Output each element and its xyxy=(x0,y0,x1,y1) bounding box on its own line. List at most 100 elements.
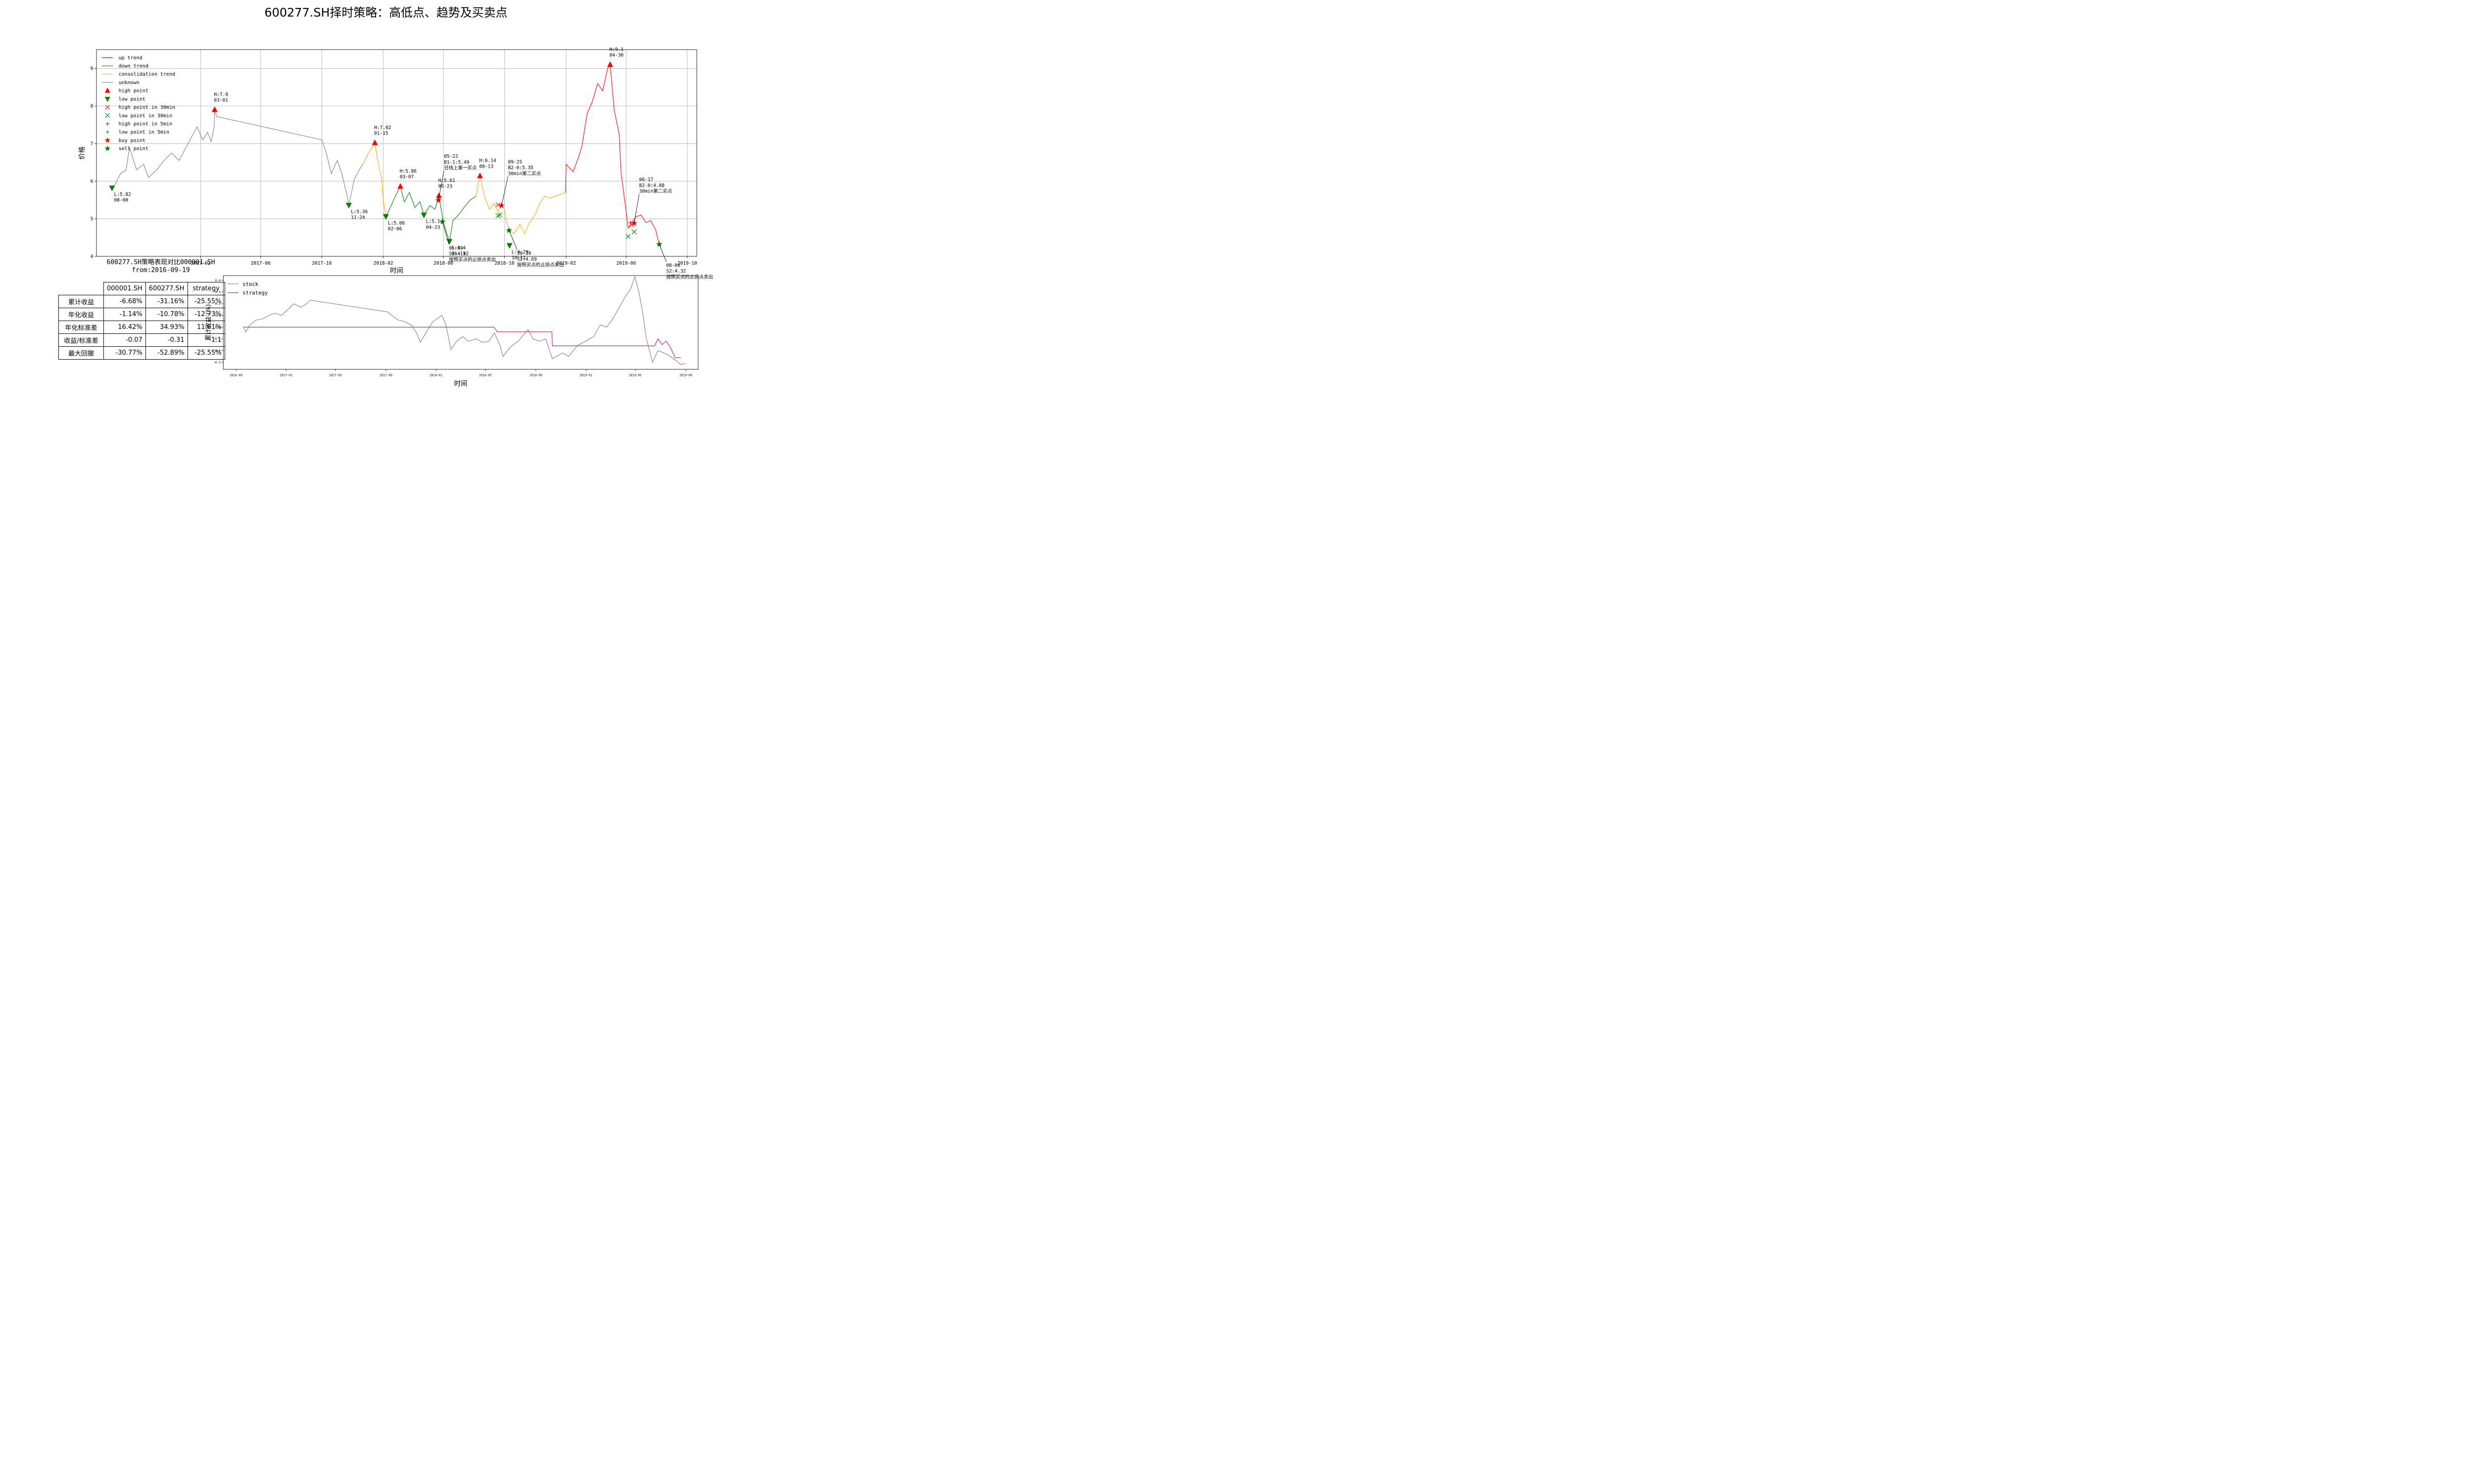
annotation-arrow xyxy=(509,230,518,250)
annotation-text: 05-30 xyxy=(449,245,463,251)
table-cell: -30.77% xyxy=(103,346,146,360)
low-point-date: 06-13 xyxy=(452,251,466,257)
tri-up-marker xyxy=(372,139,378,145)
annotation-text: 09-25 xyxy=(508,159,523,165)
low-point-label: L:4.4 xyxy=(452,245,466,251)
x-tick-label: 2017-02 xyxy=(191,261,211,266)
legend-label: low point in 30min xyxy=(119,113,173,119)
low-point-date: 08-08 xyxy=(114,198,129,203)
figure-canvas: 600277.SH择时策略：高低点、趋势及买卖点 2017-02 2017-06 2… xyxy=(0,0,772,414)
high-point-date: 03-07 xyxy=(400,175,414,180)
annotation-text: S1:4.92 xyxy=(449,251,469,257)
table-header-row: 000001.SH 600277.SH strategy xyxy=(59,282,225,295)
y-tick-label: 8 xyxy=(91,104,94,109)
legend-label: high point in 5min xyxy=(119,121,173,127)
x-tick-label: 2017-09 xyxy=(380,373,392,377)
low-point-label: L:5.82 xyxy=(114,192,131,197)
table-row: 最大回撤 -30.77% -52.89% -25.55% xyxy=(58,346,225,360)
low-point-date: 02-06 xyxy=(388,226,402,232)
star-marker xyxy=(439,218,446,225)
series-stock-line xyxy=(243,276,686,365)
annotation-text: 10-10 xyxy=(517,251,531,256)
table-cell: -31.16% xyxy=(145,295,188,308)
tri-up-marker xyxy=(477,172,483,179)
annotation-text: 30min第二买点 xyxy=(639,188,672,194)
figure-svg: 600277.SH择时策略：高低点、趋势及买卖点 2017-02 2017-06 2… xyxy=(78,5,713,388)
table-row: 累计收益 -6.68% -31.16% -25.55% xyxy=(58,295,225,308)
x-tick-label: 2017-06 xyxy=(251,261,271,266)
annotation-text: B1-1:5.49 xyxy=(444,160,470,165)
x-marker xyxy=(625,233,631,239)
legend-tri-down-swatch xyxy=(104,96,110,102)
x-tick-label: 2017-05 xyxy=(329,373,342,377)
annotation-arrow xyxy=(442,222,449,244)
legend-x-swatch xyxy=(105,105,110,110)
tri-up-marker xyxy=(436,192,442,198)
tri-down-marker xyxy=(446,239,453,245)
x-tick-label: 2018-01 xyxy=(429,373,442,377)
legend-label: buy point xyxy=(119,138,145,143)
high-point-date: 03-01 xyxy=(214,98,228,103)
high-point-label: H:7.9 xyxy=(214,92,228,97)
y-tick-label: 6 xyxy=(91,179,94,185)
series-unknown-line xyxy=(111,109,363,205)
high-point-label: H:5.61 xyxy=(438,178,456,184)
x-tick-label: 2018-06 xyxy=(433,261,453,266)
annotation-text: 按照买点的止损点卖出 xyxy=(666,274,713,280)
legend-star-swatch xyxy=(104,137,111,143)
series-strategy-line xyxy=(243,326,681,358)
table-title-line2: from:2016-09-19 xyxy=(132,267,190,274)
high-point-label: H:6.14 xyxy=(479,158,497,164)
y-tick-label: -0.3 xyxy=(213,361,221,365)
x-tick-label: 2017-01 xyxy=(280,373,292,377)
plot-frame xyxy=(96,49,697,257)
annotation-arrow xyxy=(501,176,509,206)
y-tick-label: 9 xyxy=(91,66,94,72)
low-point-date: 04-23 xyxy=(426,225,440,230)
legend-label: consolidation trend xyxy=(119,72,176,77)
legend-star-swatch xyxy=(104,145,111,151)
table-header: 600277.SH xyxy=(145,282,188,295)
table-row: 收益/标准差 -0.07 -0.31 -1.1 xyxy=(58,333,225,347)
y-tick-label: 4 xyxy=(91,254,94,259)
table-cell: -6.68% xyxy=(103,295,146,308)
tri-up-marker xyxy=(607,61,614,67)
table-cell: 34.93% xyxy=(145,321,188,334)
tri-up-marker xyxy=(211,106,218,112)
annotation-text: B2-0:4.88 xyxy=(639,183,665,188)
legend-label: low point xyxy=(119,96,145,102)
legend-tri-up-swatch xyxy=(104,88,110,93)
table-header: 000001.SH xyxy=(103,282,146,295)
x-tick-label: 2017-10 xyxy=(312,261,332,266)
y-tick-label: 5 xyxy=(91,217,94,222)
legend-label: up trend xyxy=(119,55,143,61)
table-cell: -0.07 xyxy=(103,333,146,347)
low-point-date: 11-24 xyxy=(351,215,365,221)
x-marker xyxy=(631,229,637,234)
table-title: 600277.SH策略表现对比000001.SH from:2016-09-19 xyxy=(101,259,220,275)
tri-down-marker xyxy=(506,243,513,249)
legend-label: low point in 5min xyxy=(119,130,170,135)
table-row-label: 最大回撤 xyxy=(58,346,104,360)
star-marker xyxy=(656,241,663,247)
annotation-text: 08-06 xyxy=(666,263,680,268)
table-cell: -25.55% xyxy=(187,346,225,360)
high-point-date: 04-30 xyxy=(610,53,624,58)
low-point-label: L:5.06 xyxy=(388,221,405,226)
table-cell: -10.78% xyxy=(145,308,188,321)
table-row-label: 累计收益 xyxy=(58,295,104,308)
table-title-line1: 600277.SH策略表现对比000001.SH xyxy=(106,259,215,266)
x-tick-label: 2019-09 xyxy=(679,373,692,377)
tri-down-marker xyxy=(382,214,389,220)
series-consolidation-line xyxy=(362,142,386,217)
x-tick-label: 2018-02 xyxy=(374,261,393,266)
legend-label: sell point xyxy=(119,146,148,152)
table-cell: -1.14% xyxy=(103,308,146,321)
tri-down-marker xyxy=(345,203,352,209)
x-tick-label: 2019-10 xyxy=(677,261,697,266)
x-axis-label: 时间 xyxy=(454,380,468,388)
annotation-text: 按照买点的止损点卖出 xyxy=(449,257,496,263)
returns-chart: 2016-09 2017-01 2017-05 2017-09 2018-01 2018-… xyxy=(205,275,699,388)
x-marker xyxy=(495,202,501,208)
low-point-label: L:5.36 xyxy=(351,209,368,215)
